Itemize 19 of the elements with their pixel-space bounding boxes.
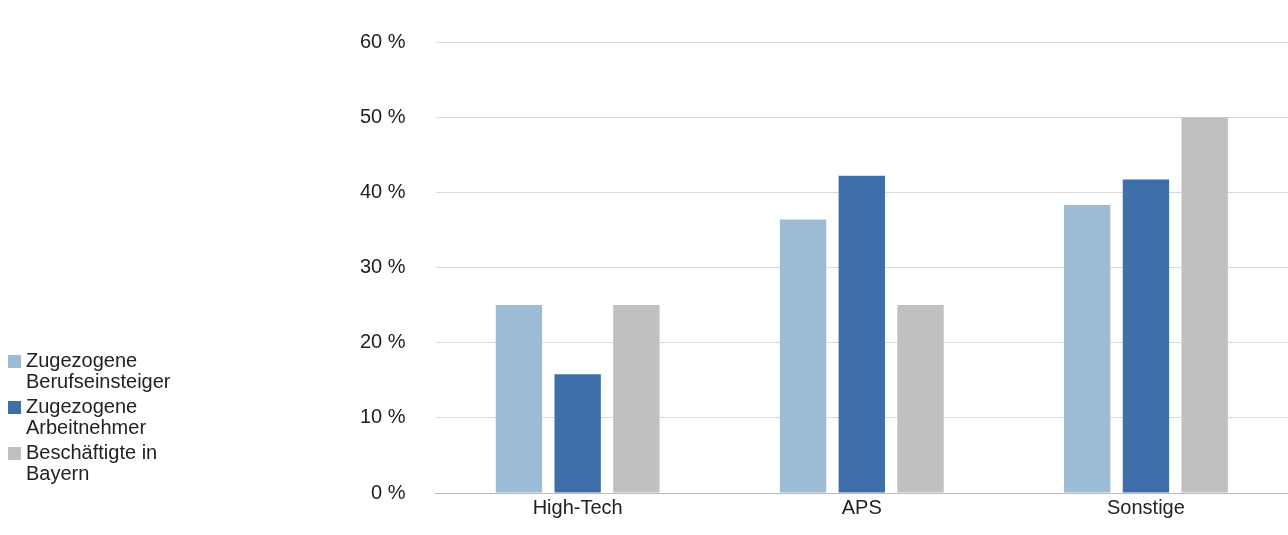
legend-label: Beschäftigte in Bayern xyxy=(26,441,159,484)
y-tick-label: 40 % xyxy=(359,179,406,202)
x-tick-label: Sonstige xyxy=(1107,495,1185,518)
y-tick-label: 60 % xyxy=(359,29,406,52)
bar xyxy=(1064,205,1111,493)
bar xyxy=(1122,179,1170,493)
bar xyxy=(554,374,601,493)
x-tick-label: APS xyxy=(841,495,882,518)
legend-label: Zugezogene Berufseinsteiger xyxy=(26,349,172,392)
x-tick-label: High-Tech xyxy=(532,495,623,518)
y-tick-label: 0 % xyxy=(371,480,406,503)
y-tick-label: 30 % xyxy=(359,255,406,278)
legend-label: Zugezogene Arbeitnehmer xyxy=(26,395,148,438)
y-tick-label: 20 % xyxy=(359,330,406,353)
y-tick-label: 50 % xyxy=(359,104,406,127)
y-tick-label: 10 % xyxy=(359,405,406,428)
bar xyxy=(838,175,885,493)
bar xyxy=(779,219,827,493)
bar xyxy=(495,305,543,493)
